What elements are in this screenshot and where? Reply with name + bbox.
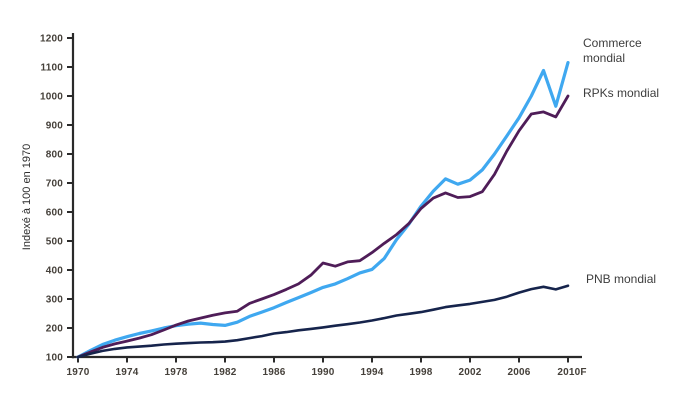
x-tick-label: 2006: [507, 367, 530, 378]
x-tick-label: 1998: [409, 367, 432, 378]
x-tick-label: 1994: [360, 367, 383, 378]
y-tick-label: 700: [46, 179, 64, 190]
y-tick-label: 400: [46, 266, 64, 277]
x-tick-label: 1986: [262, 367, 285, 378]
x-tick-label: 1974: [115, 367, 138, 378]
y-axis-title: Indexé à 100 en 1970: [21, 143, 33, 251]
y-tick-label: 1200: [40, 34, 63, 45]
y-tick-label: 300: [46, 295, 64, 306]
x-tick-label: 2002: [458, 367, 481, 378]
y-tick-label: 800: [46, 150, 64, 161]
series-line-commerce-mondial: [76, 60, 570, 359]
series-label-commerce-mondial: Commerce mondial: [583, 36, 642, 65]
x-tick-label: 2010F: [557, 367, 586, 378]
x-tick-label: 1982: [213, 367, 236, 378]
y-tick-label: 100: [46, 353, 64, 364]
y-tick-label: 900: [46, 121, 64, 132]
series-line-pnb-mondial: [76, 284, 570, 359]
y-tick-label: 200: [46, 324, 64, 335]
series-label-rpks-mondial: RPKs mondial: [583, 86, 660, 100]
y-tick-label: 1100: [41, 63, 64, 74]
x-tick-label: 1978: [164, 367, 187, 378]
series-line-rpks-mondial: [76, 94, 570, 359]
series-label-pnb-mondial: PNB mondial: [586, 272, 657, 286]
x-tick-label: 1990: [311, 367, 334, 378]
y-tick-label: 600: [46, 208, 64, 219]
x-tick-label: 1970: [66, 367, 89, 378]
y-tick-label: 1000: [40, 92, 63, 103]
y-tick-label: 500: [46, 237, 64, 248]
